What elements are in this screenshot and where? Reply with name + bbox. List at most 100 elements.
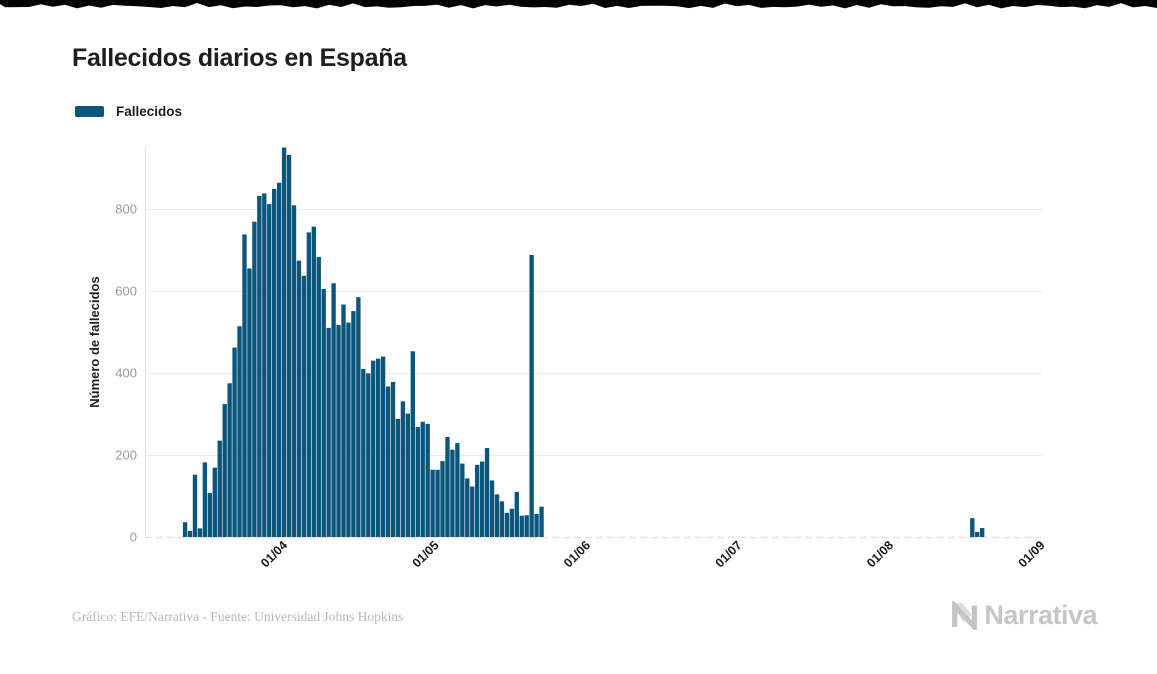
bar[interactable]	[390, 382, 396, 537]
bar[interactable]	[311, 226, 316, 537]
narrativa-logo: Narrativa	[950, 600, 1097, 631]
bar[interactable]	[341, 304, 346, 537]
narrativa-logo-text: Narrativa	[984, 600, 1097, 630]
legend-swatch-fallecidos[interactable]	[75, 106, 104, 117]
bar[interactable]	[371, 360, 376, 537]
bar[interactable]	[212, 467, 217, 537]
bar[interactable]	[425, 423, 430, 537]
bar[interactable]	[361, 368, 366, 537]
bar[interactable]	[470, 486, 475, 537]
bar[interactable]	[356, 297, 361, 537]
bar[interactable]	[276, 182, 282, 537]
bar[interactable]	[440, 461, 445, 537]
x-tick-labels: 01/04 01/05 01/06 01/07 01/08 01/09	[258, 538, 1048, 570]
bar[interactable]	[296, 260, 302, 537]
bar[interactable]	[400, 401, 406, 537]
bar[interactable]	[385, 386, 391, 537]
bar[interactable]	[504, 512, 510, 537]
bar[interactable]	[306, 232, 312, 537]
bar[interactable]	[519, 515, 524, 537]
bar[interactable]	[262, 193, 267, 538]
svg-text:01/09: 01/09	[1016, 538, 1048, 570]
bar[interactable]	[460, 463, 465, 537]
bar[interactable]	[534, 514, 539, 537]
bar[interactable]	[450, 449, 455, 537]
bar[interactable]	[975, 532, 980, 537]
bar[interactable]	[247, 268, 252, 537]
bar[interactable]	[232, 347, 237, 537]
bar[interactable]	[192, 474, 198, 537]
bar[interactable]	[242, 234, 247, 538]
svg-text:01/04: 01/04	[258, 538, 290, 570]
bar[interactable]	[227, 383, 232, 537]
bar[interactable]	[410, 351, 415, 537]
bar[interactable]	[272, 188, 277, 537]
y-axis-title: Número de fallecidos	[87, 276, 102, 407]
bar[interactable]	[970, 518, 975, 537]
svg-text:400: 400	[115, 366, 137, 381]
bar[interactable]	[301, 275, 307, 537]
bar[interactable]	[484, 448, 490, 537]
bar[interactable]	[346, 322, 351, 537]
bar[interactable]	[316, 256, 321, 537]
bar[interactable]	[252, 221, 257, 537]
legend: Fallecidos	[75, 104, 182, 119]
bar[interactable]	[420, 421, 425, 537]
bar[interactable]	[435, 469, 440, 537]
bar[interactable]	[475, 464, 480, 537]
bar[interactable]	[207, 493, 213, 537]
bar[interactable]	[281, 147, 287, 538]
bar[interactable]	[539, 506, 544, 537]
bar[interactable]	[489, 480, 495, 537]
legend-label-fallecidos[interactable]: Fallecidos	[116, 104, 183, 119]
narrativa-logo-icon	[952, 601, 978, 630]
svg-text:01/05: 01/05	[410, 538, 442, 570]
bar-series-fallecidos[interactable]	[182, 147, 985, 538]
chart-credit: Gráfico: EFE/Narrativa - Fuente: Univers…	[72, 609, 404, 624]
torn-edge-decoration	[0, 0, 1157, 9]
bar[interactable]	[455, 443, 460, 537]
bar[interactable]	[405, 413, 411, 537]
svg-text:0: 0	[130, 530, 137, 545]
bar[interactable]	[197, 528, 203, 537]
svg-text:200: 200	[115, 448, 137, 463]
bar[interactable]	[286, 154, 292, 537]
bar[interactable]	[202, 462, 208, 537]
bar[interactable]	[415, 427, 420, 537]
page-title: Fallecidos diarios en España	[72, 44, 407, 72]
bar[interactable]	[182, 522, 188, 537]
bar[interactable]	[479, 461, 485, 537]
bar[interactable]	[465, 478, 470, 537]
bar[interactable]	[514, 491, 519, 537]
bar[interactable]	[351, 311, 356, 537]
svg-text:01/07: 01/07	[713, 538, 745, 570]
bar[interactable]	[257, 195, 262, 537]
bar[interactable]	[509, 508, 515, 537]
bar[interactable]	[375, 358, 381, 537]
bar[interactable]	[524, 515, 529, 537]
bar[interactable]	[217, 440, 222, 537]
bar[interactable]	[336, 325, 341, 537]
svg-text:800: 800	[115, 202, 137, 217]
bar[interactable]	[222, 404, 227, 537]
y-tick-labels: 0 200 400 600 800	[115, 202, 137, 545]
bar[interactable]	[187, 530, 193, 537]
bar[interactable]	[395, 418, 401, 537]
bar[interactable]	[980, 527, 985, 537]
bar[interactable]	[331, 283, 336, 537]
svg-text:01/06: 01/06	[561, 538, 593, 570]
bar[interactable]	[366, 373, 371, 537]
bar[interactable]	[529, 254, 534, 538]
bar[interactable]	[445, 436, 450, 537]
bar[interactable]	[267, 204, 272, 537]
bar[interactable]	[430, 469, 435, 537]
bar[interactable]	[237, 326, 242, 537]
bar[interactable]	[494, 494, 500, 537]
svg-text:600: 600	[115, 284, 137, 299]
bar[interactable]	[291, 205, 297, 537]
bar[interactable]	[499, 501, 505, 537]
bar[interactable]	[321, 288, 326, 537]
bar[interactable]	[380, 356, 386, 537]
bar[interactable]	[326, 327, 331, 537]
